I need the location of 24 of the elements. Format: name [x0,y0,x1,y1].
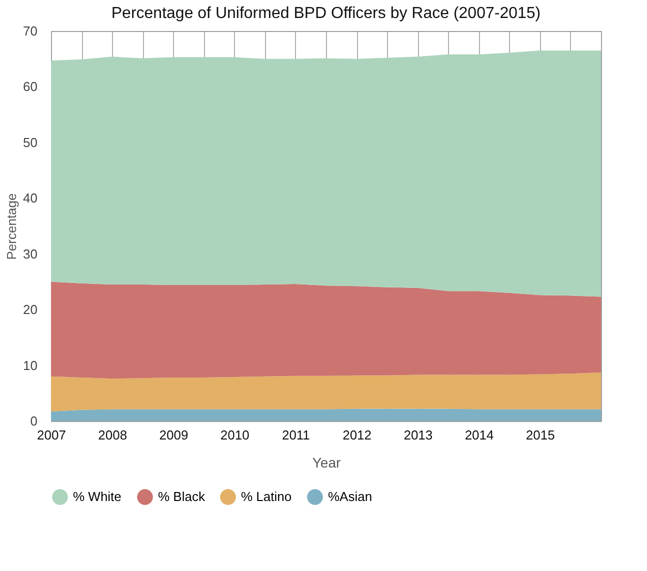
x-tick-label: 2012 [342,428,372,442]
y-tick-label: 10 [23,358,38,373]
x-tick-label: 2009 [159,428,188,442]
x-tick-label: 2010 [220,428,250,442]
chart-title: Percentage of Uniformed BPD Officers by Race (2007-2015) [111,5,541,22]
x-tick-label: 2014 [464,428,494,442]
legend-label: % Latino [241,489,292,504]
y-tick-label: 70 [23,24,38,38]
x-tick-label: 2007 [37,428,66,442]
x-tick-label: 2008 [98,428,128,442]
x-tick-label: 2013 [404,428,433,442]
x-tick-label: 2011 [282,428,310,442]
x-tick-label: 2015 [526,428,555,442]
y-axis-title: Percentage [4,193,20,260]
legend-label: %Asian [328,489,372,504]
y-tick-label: 30 [23,246,38,262]
y-tick-label: 0 [30,414,38,428]
y-tick-label: 60 [23,79,38,94]
legend-label: % Black [158,489,206,504]
y-tick-label: 20 [23,302,38,318]
legend-label: % White [73,489,122,504]
y-tick-label: 50 [23,134,38,150]
y-tick-label: 40 [23,190,38,206]
x-axis-title: Year [312,454,341,470]
